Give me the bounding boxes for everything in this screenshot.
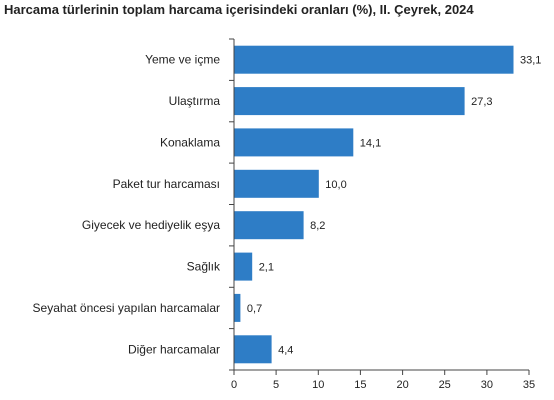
value-label: 2,1 <box>259 262 274 274</box>
category-label: Ulaştırma <box>169 94 221 108</box>
axes-layer: Yeme ve içme 33,1 Ulaştırma 27,3 Konaklama 14… <box>33 38 541 391</box>
category-label: Yeme ve içme <box>145 53 220 67</box>
bar <box>234 252 253 281</box>
category-label: Diğer harcamalar <box>128 342 220 356</box>
bar <box>234 169 319 198</box>
chart-title: Harcama türlerinin toplam harcama içeris… <box>4 2 474 17</box>
x-tick-label: 15 <box>354 379 366 391</box>
x-tick-label: 25 <box>439 379 451 391</box>
value-label: 27,3 <box>471 96 492 108</box>
category-label: Seyahat öncesi yapılan harcamalar <box>33 301 220 315</box>
value-label: 4,4 <box>278 344 293 356</box>
bar <box>234 128 354 157</box>
category-label: Giyecek ve hediyelik eşya <box>82 218 220 232</box>
x-tick-label: 35 <box>523 379 535 391</box>
bars-layer <box>234 45 514 364</box>
bar <box>234 87 465 116</box>
category-label: Konaklama <box>160 135 220 149</box>
x-tick-label: 30 <box>481 379 493 391</box>
value-label: 8,2 <box>310 220 325 232</box>
value-label: 14,1 <box>360 137 381 149</box>
x-tick-label: 0 <box>231 379 237 391</box>
value-label: 33,1 <box>520 55 541 67</box>
bar <box>234 45 514 74</box>
category-label: Paket tur harcaması <box>113 177 220 191</box>
bar <box>234 293 241 322</box>
value-label: 0,7 <box>247 303 262 315</box>
category-label: Sağlık <box>187 260 221 274</box>
bar <box>234 211 304 240</box>
x-tick-label: 10 <box>312 379 324 391</box>
x-tick-label: 20 <box>396 379 408 391</box>
bar <box>234 335 272 364</box>
x-tick-label: 5 <box>273 379 279 391</box>
value-label: 10,0 <box>325 179 346 191</box>
